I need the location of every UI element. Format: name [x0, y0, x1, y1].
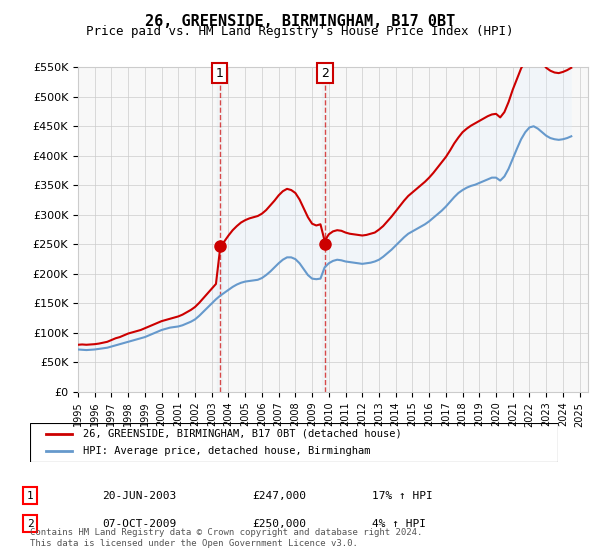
- Bar: [217, 67, 222, 392]
- Text: 1: 1: [26, 491, 34, 501]
- Text: HPI: Average price, detached house, Birmingham: HPI: Average price, detached house, Birm…: [83, 446, 370, 456]
- Text: Price paid vs. HM Land Registry's House Price Index (HPI): Price paid vs. HM Land Registry's House …: [86, 25, 514, 38]
- Text: 2: 2: [321, 67, 329, 80]
- Text: 20-JUN-2003: 20-JUN-2003: [102, 491, 176, 501]
- Text: 26, GREENSIDE, BIRMINGHAM, B17 0BT: 26, GREENSIDE, BIRMINGHAM, B17 0BT: [145, 14, 455, 29]
- Text: £250,000: £250,000: [252, 519, 306, 529]
- Text: £247,000: £247,000: [252, 491, 306, 501]
- Text: Contains HM Land Registry data © Crown copyright and database right 2024.
This d: Contains HM Land Registry data © Crown c…: [30, 528, 422, 548]
- Text: 17% ↑ HPI: 17% ↑ HPI: [372, 491, 433, 501]
- Text: 2: 2: [26, 519, 34, 529]
- Bar: [322, 67, 328, 392]
- Text: 07-OCT-2009: 07-OCT-2009: [102, 519, 176, 529]
- Text: 1: 1: [215, 67, 224, 80]
- Text: 4% ↑ HPI: 4% ↑ HPI: [372, 519, 426, 529]
- Text: 26, GREENSIDE, BIRMINGHAM, B17 0BT (detached house): 26, GREENSIDE, BIRMINGHAM, B17 0BT (deta…: [83, 429, 401, 439]
